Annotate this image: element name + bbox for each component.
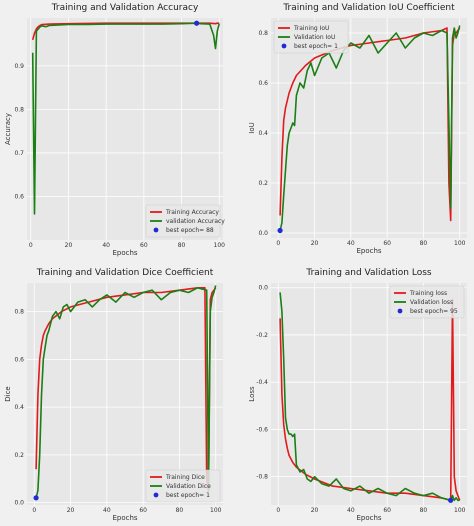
x-axis-label: Epochs — [112, 249, 137, 257]
x-tick-label: 20 — [311, 507, 319, 514]
series-line-training — [279, 298, 461, 502]
y-axis-label: Loss — [248, 386, 256, 402]
y-axis-label: IoU — [248, 122, 256, 133]
accuracy-chart: 0 20 40 60 80 100 0.6 0.7 0.8 0.9 Training and Val… — [4, 3, 226, 257]
legend: Training IoU Validation IoU best epoch= 1 — [273, 20, 349, 54]
y-tick-label: 0.7 — [14, 150, 24, 157]
x-tick-label: 40 — [347, 507, 355, 514]
plot-area — [27, 18, 223, 240]
y-tick-label: 0.2 — [258, 180, 268, 187]
series-line-training — [31, 22, 220, 41]
y-axis-label: Accuracy — [4, 113, 12, 145]
x-tick-label: 100 — [214, 242, 226, 249]
x-tick-label: 20 — [311, 240, 319, 247]
legend-label: Training IoU — [293, 25, 329, 32]
x-tick-label: 0 — [29, 242, 33, 249]
legend-label: Training Accuracy — [165, 209, 219, 216]
legend-label: best epoch= 88 — [166, 227, 214, 234]
x-tick-label: 80 — [420, 240, 428, 247]
legend-best-marker — [281, 43, 287, 49]
y-tick-label: 0.8 — [14, 106, 24, 113]
y-tick-label: 0.0 — [14, 500, 24, 507]
chart-title: Training and Validation Accuracy — [51, 3, 199, 13]
series-line-validation — [279, 292, 460, 502]
x-tick-label: 60 — [383, 240, 391, 247]
y-tick-label: 0.4 — [258, 130, 268, 137]
y-tick-label: 0.0 — [258, 285, 268, 292]
best-epoch-point — [33, 495, 39, 501]
legend-box — [389, 285, 465, 319]
best-epoch-point — [194, 20, 200, 26]
y-tick-label: 0.6 — [258, 80, 268, 87]
plot-area — [271, 283, 467, 505]
legend-box — [145, 469, 221, 503]
y-tick-label: 0.9 — [14, 63, 24, 70]
y-tick-label: 0.6 — [14, 193, 24, 200]
legend-label: best epoch= 1 — [294, 43, 338, 50]
legend-box — [273, 20, 349, 54]
x-tick-label: 80 — [178, 242, 186, 249]
x-tick-label: 40 — [103, 507, 111, 514]
legend-label: best epoch= 95 — [410, 308, 458, 315]
y-tick-label: -0.4 — [256, 379, 268, 386]
legend: Training Dice Validation Dice best epoch= … — [145, 469, 221, 503]
x-tick-label: 100 — [454, 507, 466, 514]
plot-area — [27, 283, 223, 505]
legend-best-marker — [153, 492, 159, 498]
legend-best-marker — [153, 227, 159, 233]
legend-label: validation Accuracy — [166, 218, 225, 225]
y-tick-label: -0.2 — [256, 332, 268, 339]
y-tick-label: 0.0 — [258, 230, 268, 237]
legend-label: Training loss — [409, 290, 447, 297]
legend-label: Training Dice — [165, 474, 205, 481]
x-tick-label: 100 — [454, 240, 466, 247]
legend-label: best epoch= 1 — [166, 492, 210, 499]
series-line-validation — [35, 285, 217, 498]
best-epoch-point — [277, 227, 283, 234]
x-axis-label: Epochs — [356, 514, 381, 522]
best-epoch-point — [448, 497, 454, 503]
series-line-validation — [31, 22, 220, 215]
x-tick-label: 60 — [383, 507, 391, 514]
x-tick-label: 20 — [65, 242, 73, 249]
y-tick-label: 0.4 — [14, 404, 24, 411]
y-tick-label: -0.8 — [256, 474, 268, 481]
iou-chart: 0 20 40 60 80 100 0.0 0.2 0.4 0.6 0.8 Training and … — [248, 3, 467, 255]
x-tick-label: 80 — [176, 507, 184, 514]
chart-title: Training and Validation IoU Coefficient — [282, 3, 455, 13]
x-tick-label: 40 — [102, 242, 110, 249]
x-tick-label: 0 — [276, 507, 280, 514]
legend: Training loss Validation loss best epoch= … — [389, 285, 465, 319]
y-tick-label: 0.2 — [14, 452, 24, 459]
chart-title: Training and Validation Loss — [305, 268, 432, 278]
x-tick-label: 20 — [67, 507, 75, 514]
plot-area — [271, 18, 467, 238]
x-axis-label: Epochs — [356, 247, 381, 255]
x-tick-label: 0 — [276, 240, 280, 247]
legend-label: Validation loss — [410, 299, 453, 306]
legend-label: Validation Dice — [166, 483, 211, 490]
x-tick-label: 80 — [420, 507, 428, 514]
legend-best-marker — [397, 308, 403, 314]
y-axis-label: Dice — [4, 386, 12, 402]
legend-label: Validation IoU — [294, 34, 335, 41]
chart-title: Training and Validation Dice Coefficient — [36, 268, 214, 278]
y-tick-label: 0.6 — [14, 356, 24, 363]
legend-box — [145, 204, 221, 238]
dice-chart: 0 20 40 60 80 100 0.0 0.2 0.4 0.6 0.8 Training and … — [4, 268, 223, 522]
y-tick-label: 0.8 — [14, 309, 24, 316]
x-tick-label: 0 — [32, 507, 36, 514]
x-tick-label: 40 — [347, 240, 355, 247]
legend: Training Accuracy validation Accuracy best… — [145, 204, 225, 238]
y-tick-label: -0.6 — [256, 426, 268, 433]
y-tick-label: 0.8 — [258, 30, 268, 37]
x-axis-label: Epochs — [112, 514, 137, 522]
loss-chart: 0 20 40 60 80 100 0.0 -0.2 -0.4 -0.6 -0.8 Training … — [248, 268, 467, 522]
x-tick-label: 60 — [139, 507, 147, 514]
x-tick-label: 60 — [140, 242, 148, 249]
x-tick-label: 100 — [210, 507, 222, 514]
